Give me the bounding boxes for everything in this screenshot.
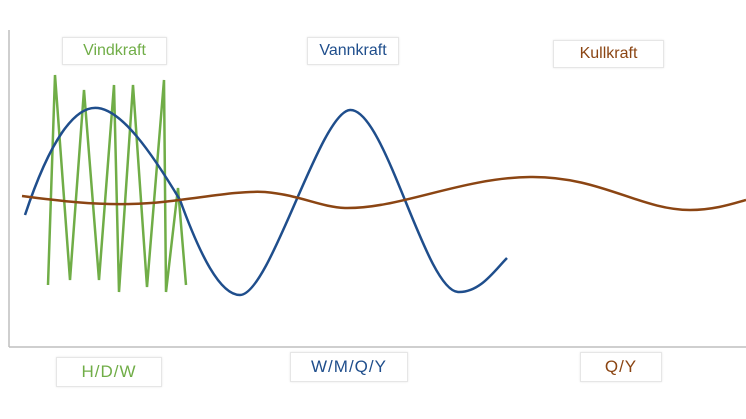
hydro-wave-curve	[178, 108, 508, 297]
wind-zigzag-curve	[46, 74, 188, 293]
label-coal: Kullkraft	[553, 40, 664, 68]
timescale-coal: Q/Y	[580, 352, 662, 382]
timescale-wind: H/D/W	[56, 357, 162, 387]
label-hydro: Vannkraft	[307, 37, 399, 65]
timescale-hydro: W/M/Q/Y	[290, 352, 408, 382]
coal-wave-curve	[21, 175, 746, 212]
wind-sine-curve	[23, 106, 182, 216]
label-wind: Vindkraft	[62, 37, 167, 65]
